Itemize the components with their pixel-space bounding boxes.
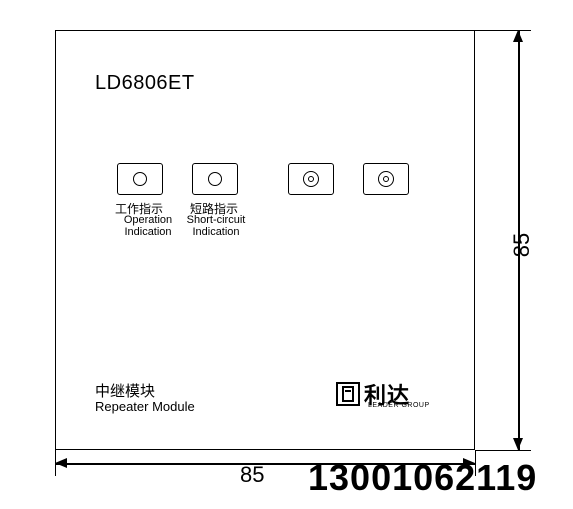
dim-arrow-left-icon <box>55 458 67 468</box>
led-label-en-2: Short-circuit Indication <box>180 214 252 238</box>
module-name-cn: 中继模块 <box>95 380 155 401</box>
led-circle-2-1 <box>208 172 222 186</box>
led-circle-1-1 <box>133 172 147 186</box>
led-circle-3-2 <box>308 176 314 182</box>
model-number: LD6806ET <box>95 72 195 95</box>
dim-right-value: 85 <box>509 233 535 257</box>
brand-sub-text: LEADER GROUP <box>368 402 430 409</box>
dim-bottom-value: 85 <box>240 462 264 488</box>
module-name-en: Repeater Module <box>95 399 195 414</box>
led-label-en-1: Operation Indication <box>112 214 184 238</box>
dim-arrow-down-icon <box>513 438 523 450</box>
brand-logo-icon <box>336 382 360 406</box>
dim-arrow-up-icon <box>513 30 523 42</box>
led-circle-4-2 <box>383 176 389 182</box>
phone-number: 13001062119 <box>308 457 537 499</box>
dim-ext-line <box>475 450 531 451</box>
